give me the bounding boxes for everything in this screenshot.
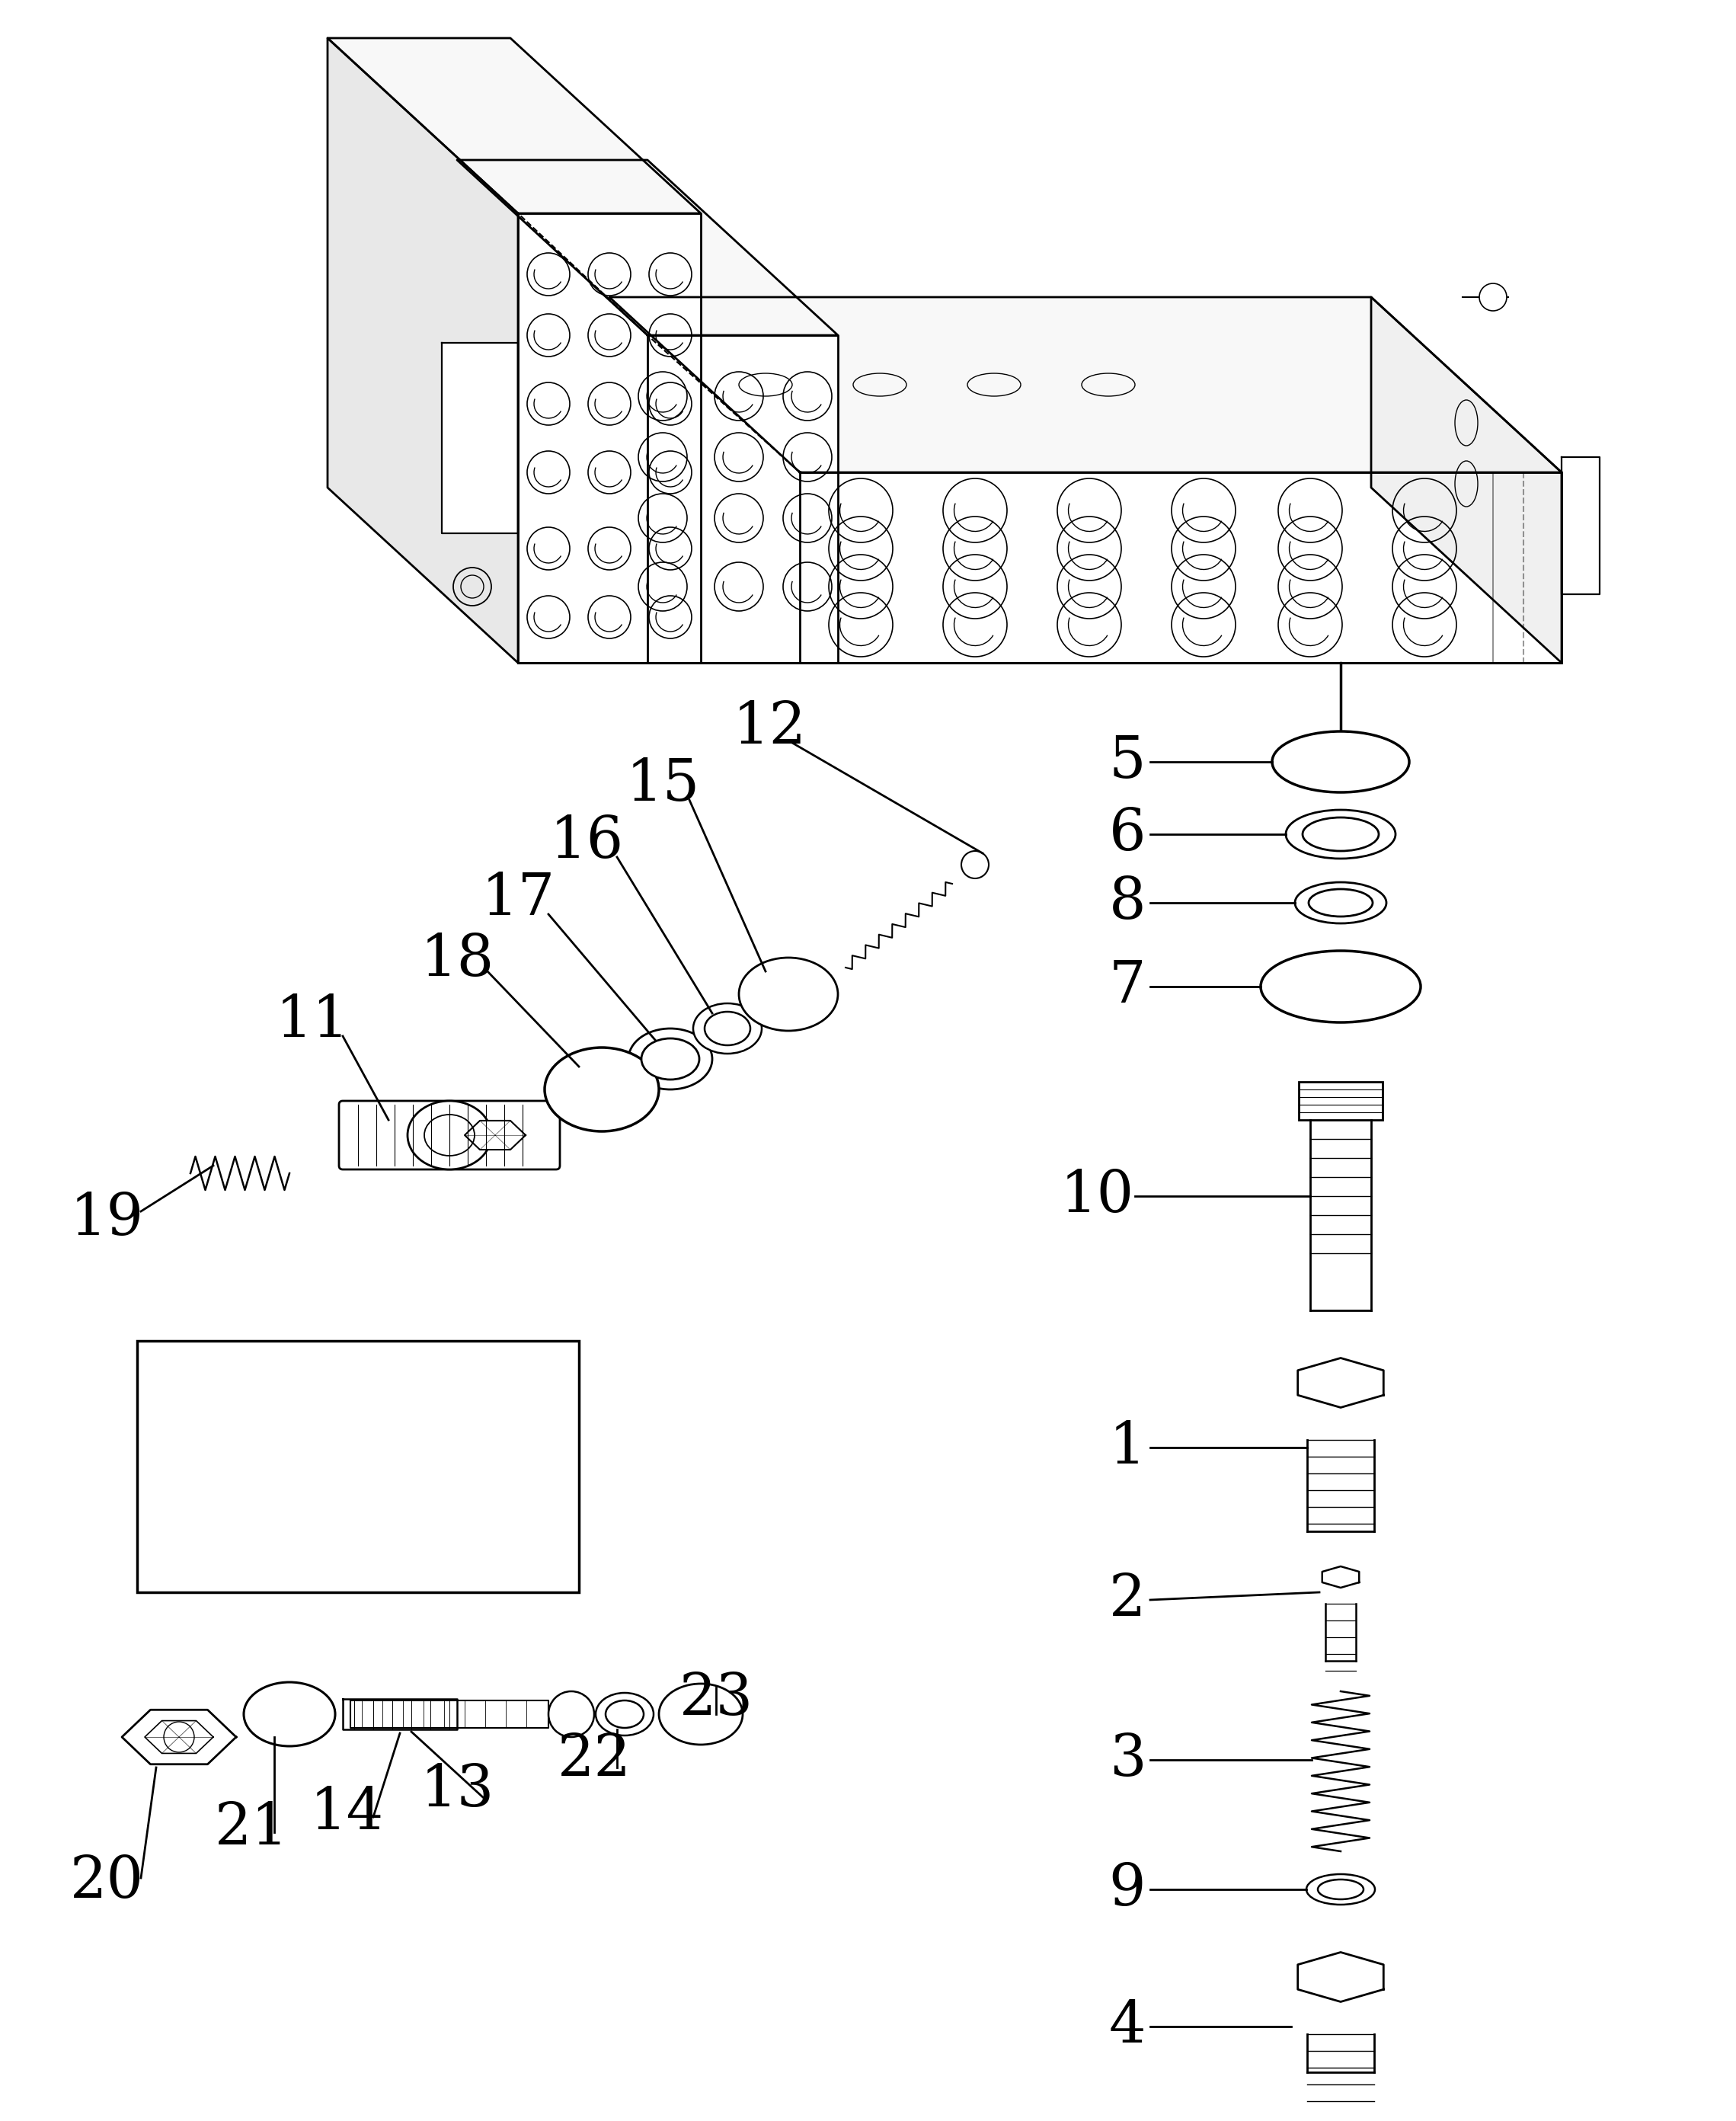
- Text: 3: 3: [1109, 1731, 1146, 1788]
- Text: 11: 11: [276, 993, 349, 1050]
- Ellipse shape: [408, 1101, 491, 1169]
- Text: 20: 20: [69, 1854, 144, 1911]
- Ellipse shape: [1318, 1879, 1363, 1898]
- Ellipse shape: [705, 1012, 750, 1046]
- Ellipse shape: [628, 1029, 712, 1090]
- Ellipse shape: [660, 1684, 743, 1746]
- Ellipse shape: [606, 1701, 644, 1729]
- Circle shape: [962, 851, 990, 878]
- Ellipse shape: [1286, 810, 1396, 859]
- Ellipse shape: [545, 1048, 660, 1130]
- Polygon shape: [1299, 1951, 1384, 2002]
- Text: 18: 18: [420, 931, 495, 988]
- Text: 7: 7: [1109, 959, 1146, 1014]
- Polygon shape: [1562, 458, 1599, 594]
- Polygon shape: [351, 1701, 549, 1729]
- Ellipse shape: [595, 1693, 653, 1735]
- FancyBboxPatch shape: [339, 1101, 561, 1169]
- Polygon shape: [609, 297, 1562, 473]
- Text: 17: 17: [481, 872, 556, 927]
- Ellipse shape: [1295, 882, 1387, 923]
- Text: 16: 16: [550, 814, 623, 870]
- Polygon shape: [1371, 297, 1562, 662]
- Polygon shape: [648, 335, 838, 662]
- Text: 2: 2: [1109, 1572, 1146, 1629]
- Text: 6: 6: [1109, 806, 1146, 863]
- Ellipse shape: [1260, 950, 1420, 1022]
- Text: 19: 19: [69, 1190, 144, 1247]
- Text: 9: 9: [1109, 1862, 1146, 1917]
- Text: 21: 21: [214, 1801, 288, 1856]
- Ellipse shape: [243, 1682, 335, 1746]
- Ellipse shape: [1309, 889, 1373, 916]
- Text: 1: 1: [1109, 1419, 1146, 1476]
- Polygon shape: [465, 1120, 526, 1150]
- Text: 13: 13: [420, 1763, 495, 1818]
- Ellipse shape: [1302, 817, 1378, 851]
- Polygon shape: [1323, 1567, 1359, 1589]
- Polygon shape: [800, 473, 1562, 662]
- Text: 4: 4: [1109, 1998, 1146, 2055]
- Ellipse shape: [740, 959, 838, 1031]
- Polygon shape: [342, 1699, 457, 1729]
- Polygon shape: [328, 38, 701, 214]
- Text: 10: 10: [1061, 1169, 1134, 1224]
- Ellipse shape: [641, 1039, 700, 1080]
- Text: 15: 15: [625, 757, 700, 812]
- Text: 23: 23: [679, 1671, 753, 1726]
- Ellipse shape: [693, 1003, 762, 1054]
- Text: 12: 12: [733, 700, 806, 755]
- Circle shape: [1479, 284, 1507, 312]
- Polygon shape: [328, 38, 517, 662]
- Ellipse shape: [1272, 732, 1410, 793]
- Text: 5: 5: [1109, 734, 1146, 789]
- Text: 8: 8: [1109, 874, 1146, 931]
- Ellipse shape: [1307, 1875, 1375, 1905]
- Bar: [137, 1340, 578, 1593]
- Bar: [1299, 1082, 1382, 1120]
- Polygon shape: [122, 1710, 236, 1765]
- Polygon shape: [457, 159, 838, 335]
- Polygon shape: [441, 344, 517, 532]
- Text: 14: 14: [309, 1786, 384, 1841]
- Text: 22: 22: [557, 1731, 632, 1788]
- Circle shape: [549, 1690, 594, 1737]
- Polygon shape: [517, 214, 701, 662]
- Polygon shape: [1299, 1357, 1384, 1408]
